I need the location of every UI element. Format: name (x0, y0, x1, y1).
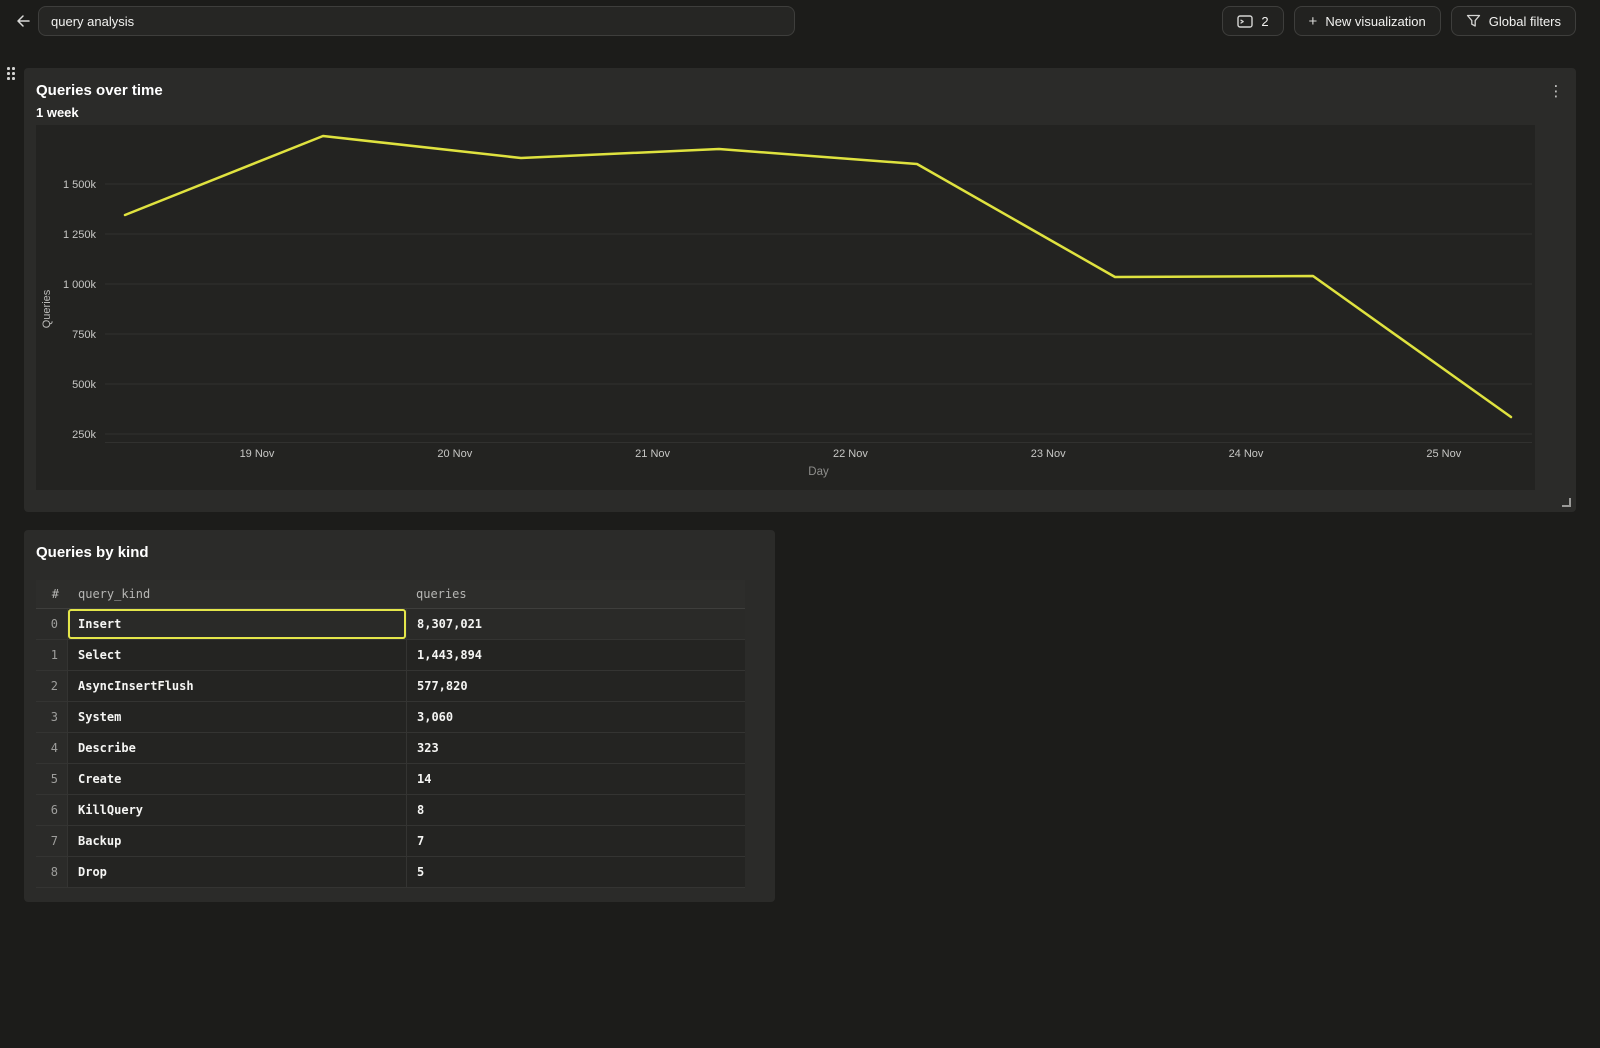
queries-cell[interactable]: 3,060 (406, 702, 745, 732)
queries-cell[interactable]: 7 (406, 826, 745, 856)
dashboard-name-input[interactable] (38, 6, 795, 36)
x-axis-tick-label: 24 Nov (1229, 448, 1264, 460)
topbar-actions: 2 + New visualization Global filters (1222, 6, 1576, 36)
row-index-cell[interactable]: 0 (36, 609, 68, 639)
table-row: 4 Describe 323 (36, 733, 745, 764)
y-axis-tick-label: 1 250k (63, 229, 97, 241)
row-index-cell[interactable]: 7 (36, 826, 68, 856)
query-kind-cell[interactable]: AsyncInsertFlush (78, 679, 194, 693)
topbar: 2 + New visualization Global filters (0, 0, 1600, 42)
row-index-cell[interactable]: 6 (36, 795, 68, 825)
column-header-index: # (51, 587, 59, 601)
query-kind-cell[interactable]: Describe (78, 741, 136, 755)
column-header-queries: queries (416, 587, 467, 601)
card-drag-handle[interactable] (7, 67, 19, 83)
query-kind-cell[interactable]: Select (78, 648, 122, 662)
query-kind-cell[interactable]: Drop (78, 865, 107, 879)
queries-cell[interactable]: 5 (406, 857, 745, 887)
global-filters-button[interactable]: Global filters (1450, 6, 1576, 36)
queries-cell[interactable]: 1,443,894 (406, 640, 745, 670)
console-count: 2 (1261, 13, 1269, 29)
row-index-cell[interactable]: 3 (36, 702, 68, 732)
table-card-title: Queries by kind (36, 544, 149, 561)
chart-plot-area: 1 500k 1 250k 1 000k 750k 500k 250k 19 Nov 20 N… (36, 125, 1535, 490)
queries-over-time-card: Queries over time 1 week ⋮ 1 500k 1 250k 1… (24, 68, 1576, 512)
table-row: 2 AsyncInsertFlush 577,820 (36, 671, 745, 702)
queries-by-kind-table: # query_kind queries 0 Insert 8,307,021 1 Sele… (36, 580, 745, 888)
query-kind-cell[interactable]: KillQuery (78, 803, 144, 817)
card-resize-handle-icon[interactable] (1562, 498, 1571, 507)
row-index-cell[interactable]: 2 (36, 671, 68, 701)
global-filters-label: Global filters (1488, 13, 1561, 29)
queries-by-kind-card: Queries by kind # query_kind queries 0 Inse… (24, 530, 775, 902)
x-axis-tick-label: 25 Nov (1426, 448, 1461, 460)
query-kind-cell[interactable]: Create (78, 772, 122, 786)
funnel-icon (1466, 14, 1480, 27)
table-row: 0 Insert 8,307,021 (36, 609, 745, 640)
table-row: 7 Backup 7 (36, 826, 745, 857)
queries-cell[interactable]: 8 (406, 795, 745, 825)
chart-card-subtitle: 1 week (36, 105, 79, 120)
plus-icon: + (1308, 12, 1318, 30)
x-axis-tick-label: 23 Nov (1031, 448, 1066, 460)
x-axis-tick-label: 20 Nov (437, 448, 472, 460)
new-visualization-button[interactable]: + New visualization (1293, 6, 1441, 36)
x-axis-tick-label: 22 Nov (833, 448, 868, 460)
chart-card-title: Queries over time (36, 82, 163, 99)
row-index-cell[interactable]: 5 (36, 764, 68, 794)
back-button[interactable] (10, 8, 36, 34)
y-axis-tick-label: 1 500k (63, 179, 97, 191)
query-kind-cell[interactable]: Backup (78, 834, 122, 848)
table-row: 1 Select 1,443,894 (36, 640, 745, 671)
queries-cell[interactable]: 323 (406, 733, 745, 763)
queries-cell[interactable]: 577,820 (406, 671, 745, 701)
table-row: 6 KillQuery 8 (36, 795, 745, 826)
card-menu-kebab-icon[interactable]: ⋮ (1548, 82, 1564, 100)
y-axis-tick-label: 500k (72, 379, 96, 391)
table-row: 3 System 3,060 (36, 702, 745, 733)
new-visualization-label: New visualization (1325, 13, 1426, 29)
y-axis-title: Queries (41, 289, 53, 328)
console-count-button[interactable]: 2 (1222, 6, 1284, 36)
queries-cell[interactable]: 14 (406, 764, 745, 794)
table-body: 0 Insert 8,307,021 1 Select 1,443,894 2 AsyncIn… (36, 609, 745, 888)
query-kind-cell[interactable]: Insert (68, 609, 406, 639)
table-row: 8 Drop 5 (36, 857, 745, 888)
y-axis-tick-label: 250k (72, 429, 96, 441)
queries-chart: 1 500k 1 250k 1 000k 750k 500k 250k 19 Nov 20 N… (41, 134, 1532, 478)
arrow-left-icon (17, 15, 30, 27)
row-index-cell[interactable]: 4 (36, 733, 68, 763)
query-kind-cell[interactable]: System (78, 710, 122, 724)
x-axis-title: Day (808, 466, 829, 478)
row-index-cell[interactable]: 8 (36, 857, 68, 887)
column-header-query_kind: query_kind (78, 587, 151, 601)
table-header-row: # query_kind queries (36, 580, 745, 609)
table-row: 5 Create 14 (36, 764, 745, 795)
y-axis-tick-label: 750k (72, 329, 96, 341)
x-axis-tick-label: 19 Nov (240, 448, 275, 460)
x-axis-tick-label: 21 Nov (635, 448, 670, 460)
y-axis-tick-label: 1 000k (63, 279, 97, 291)
console-icon (1237, 14, 1254, 28)
queries-cell[interactable]: 8,307,021 (406, 609, 745, 639)
queries-line-series (123, 134, 1513, 419)
row-index-cell[interactable]: 1 (36, 640, 68, 670)
